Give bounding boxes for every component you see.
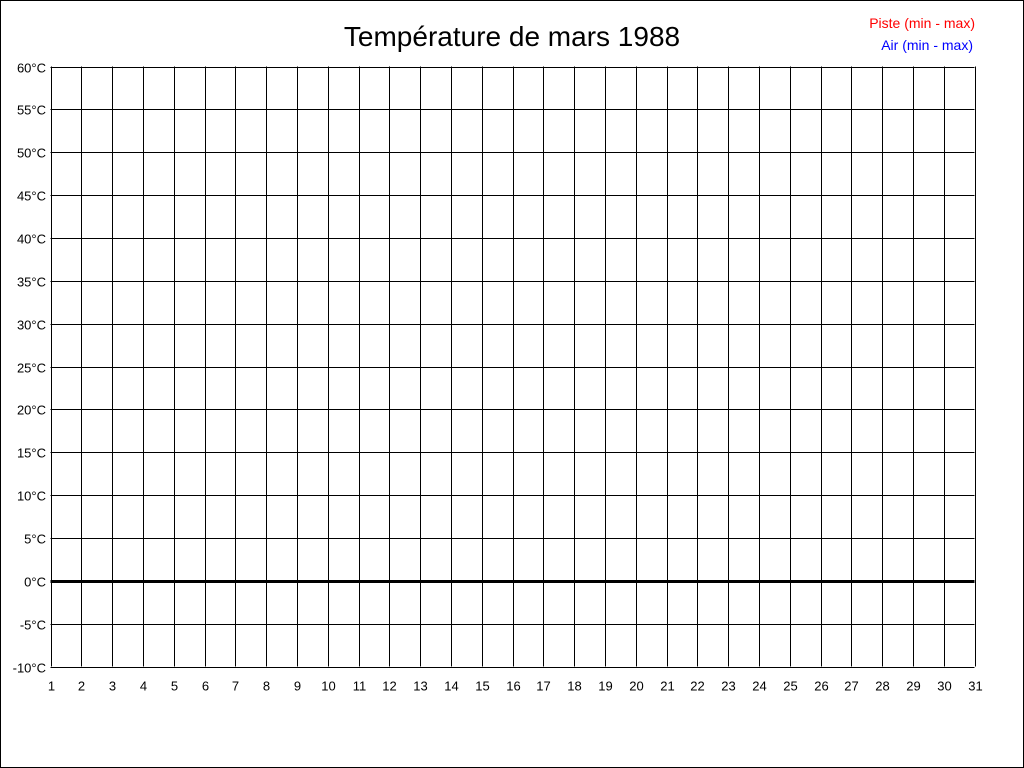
x-tick-label: 6	[202, 679, 209, 694]
y-tick-label: 35°C	[17, 275, 46, 290]
x-tick-label: 13	[413, 679, 427, 694]
x-tick-label: 14	[444, 679, 458, 694]
x-tick-label: 20	[629, 679, 643, 694]
y-axis-ticks: 60°C 55°C 50°C 45°C 40°C 35°C 30°C 25°C 20°C 15°C…	[13, 61, 46, 676]
y-tick-label: 40°C	[17, 232, 46, 247]
x-tick-label: 2	[78, 679, 85, 694]
y-tick-label: 0°C	[24, 575, 46, 590]
x-tick-label: 17	[536, 679, 550, 694]
legend-air: Air (min - max)	[881, 37, 973, 53]
x-tick-label: 31	[968, 679, 982, 694]
x-tick-label: 4	[140, 679, 147, 694]
x-tick-label: 22	[690, 679, 704, 694]
y-tick-label: 30°C	[17, 318, 46, 333]
x-tick-label: 8	[263, 679, 270, 694]
y-tick-label: 60°C	[17, 61, 46, 76]
x-tick-label: 15	[475, 679, 489, 694]
y-tick-label: -5°C	[20, 618, 46, 633]
x-tick-label: 28	[875, 679, 889, 694]
x-tick-label: 24	[752, 679, 766, 694]
x-tick-label: 29	[906, 679, 920, 694]
x-tick-label: 16	[506, 679, 520, 694]
legend-piste: Piste (min - max)	[869, 15, 975, 31]
x-tick-label: 27	[844, 679, 858, 694]
y-tick-label: 15°C	[17, 446, 46, 461]
y-tick-label: -10°C	[13, 661, 46, 676]
y-tick-label: 55°C	[17, 103, 46, 118]
x-tick-label: 26	[814, 679, 828, 694]
x-tick-label: 10	[321, 679, 335, 694]
x-tick-label: 25	[783, 679, 797, 694]
x-tick-label: 5	[171, 679, 178, 694]
chart-title: Température de mars 1988	[344, 21, 680, 52]
x-tick-label: 11	[353, 679, 367, 694]
x-tick-label: 21	[660, 679, 674, 694]
y-tick-label: 50°C	[17, 146, 46, 161]
x-tick-label: 18	[567, 679, 581, 694]
y-tick-label: 25°C	[17, 361, 46, 376]
x-tick-label: 1	[48, 679, 55, 694]
grid	[50, 66, 976, 668]
y-tick-label: 10°C	[17, 489, 46, 504]
x-tick-label: 12	[382, 679, 396, 694]
x-axis-ticks: 1 2 3 4 5 6 7 8 9 10 11 12 13 14 15 16 17 18 19 20 21 22 23 24 2…	[48, 679, 983, 694]
x-tick-label: 9	[294, 679, 301, 694]
y-tick-label: 45°C	[17, 189, 46, 204]
x-tick-label: 7	[232, 679, 239, 694]
x-tick-label: 3	[109, 679, 116, 694]
x-tick-label: 30	[937, 679, 951, 694]
y-tick-label: 20°C	[17, 403, 46, 418]
y-tick-label: 5°C	[24, 532, 46, 547]
x-tick-label: 19	[598, 679, 612, 694]
x-tick-label: 23	[721, 679, 735, 694]
